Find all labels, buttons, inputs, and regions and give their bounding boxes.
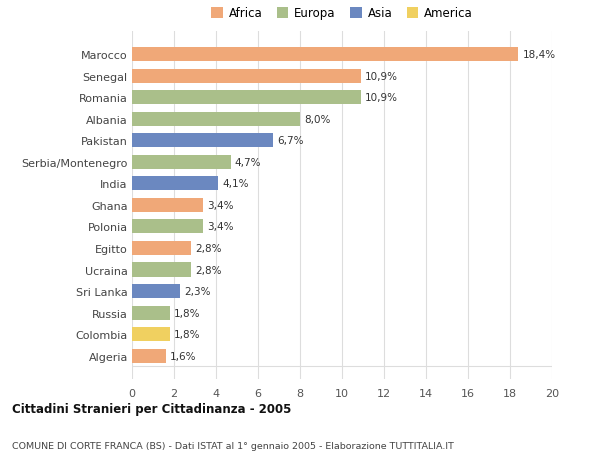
Bar [132, 306, 170, 320]
Text: Cittadini Stranieri per Cittadinanza - 2005: Cittadini Stranieri per Cittadinanza - 2… [12, 403, 292, 415]
Bar [132, 48, 518, 62]
Bar [132, 69, 361, 84]
Bar [132, 241, 191, 255]
Text: 2,3%: 2,3% [185, 286, 211, 297]
Text: 2,8%: 2,8% [195, 265, 221, 275]
Bar [132, 263, 191, 277]
Bar [132, 91, 361, 105]
Text: 6,7%: 6,7% [277, 136, 304, 146]
Text: 10,9%: 10,9% [365, 93, 398, 103]
Text: 4,1%: 4,1% [223, 179, 249, 189]
Text: 10,9%: 10,9% [365, 72, 398, 81]
Text: 1,8%: 1,8% [174, 330, 200, 339]
Legend: Africa, Europa, Asia, America: Africa, Europa, Asia, America [209, 5, 475, 23]
Text: 18,4%: 18,4% [523, 50, 556, 60]
Text: 8,0%: 8,0% [304, 114, 331, 124]
Text: 4,7%: 4,7% [235, 157, 262, 168]
Text: COMUNE DI CORTE FRANCA (BS) - Dati ISTAT al 1° gennaio 2005 - Elaborazione TUTTI: COMUNE DI CORTE FRANCA (BS) - Dati ISTAT… [12, 441, 454, 450]
Bar [132, 112, 300, 126]
Bar [132, 198, 203, 213]
Bar [132, 156, 230, 169]
Bar [132, 220, 203, 234]
Bar [132, 134, 273, 148]
Text: 1,6%: 1,6% [170, 351, 196, 361]
Bar [132, 177, 218, 191]
Bar [132, 285, 181, 298]
Bar [132, 327, 170, 341]
Text: 3,4%: 3,4% [208, 201, 234, 210]
Text: 1,8%: 1,8% [174, 308, 200, 318]
Text: 3,4%: 3,4% [208, 222, 234, 232]
Bar [132, 349, 166, 363]
Text: 2,8%: 2,8% [195, 243, 221, 253]
